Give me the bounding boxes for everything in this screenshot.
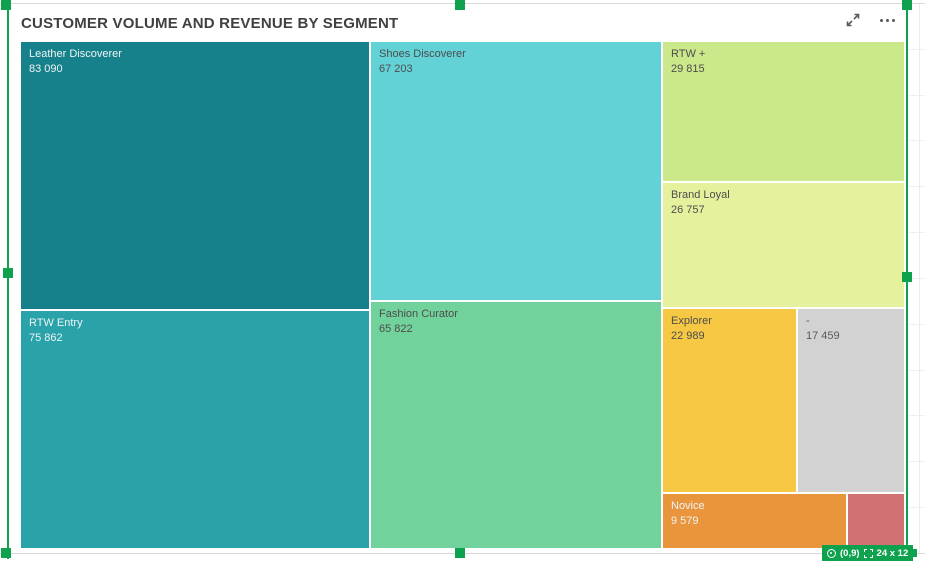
treemap-cell-leather-discoverer[interactable]: Leather Discoverer 83 090 <box>21 42 369 309</box>
grid-position-badge: (0,9) 24 x 12 <box>822 545 914 561</box>
treemap-cell-label: Explorer <box>671 315 712 327</box>
treemap-cell-value: 9 579 <box>671 515 699 527</box>
treemap-cell-label: RTW + <box>671 48 706 60</box>
resize-handle-top-right[interactable] <box>902 0 912 10</box>
treemap-cell-value: 67 203 <box>379 63 413 75</box>
treemap-cell-novice[interactable]: Novice 9 579 <box>663 494 846 548</box>
sheet-grid-row-tick <box>909 232 925 233</box>
sheet-grid-row-tick <box>909 186 925 187</box>
sheet-grid-row-tick <box>909 507 925 508</box>
ellipsis-dots <box>879 18 895 22</box>
resize-handle-top-left[interactable] <box>1 0 11 10</box>
treemap-cell-value: 22 989 <box>671 330 705 342</box>
badge-position: (0,9) <box>840 547 860 559</box>
badge-size: 24 x 12 <box>876 547 909 559</box>
treemap-cell-value: 29 815 <box>671 63 705 75</box>
treemap-cell-value: 26 757 <box>671 204 705 216</box>
treemap-cell-dash[interactable]: - 17 459 <box>798 309 904 492</box>
treemap-cell-label: RTW Entry <box>29 317 83 329</box>
treemap-cell-rtw[interactable]: RTW + 29 815 <box>663 42 904 181</box>
treemap-cell-value: 65 822 <box>379 323 413 335</box>
selection-border-left <box>7 0 9 559</box>
resize-handle-top-center[interactable] <box>455 0 465 10</box>
sheet-grid-row-tick <box>909 95 925 96</box>
treemap-cell-fashion-curator[interactable]: Fashion Curator 65 822 <box>371 302 661 548</box>
treemap-cell-label: Fashion Curator <box>379 308 458 320</box>
resize-handle-mid-right[interactable] <box>902 272 912 282</box>
resize-handle-bottom-left[interactable] <box>1 548 11 558</box>
sheet-grid-row-tick <box>909 324 925 325</box>
treemap-cell-unlabeled[interactable] <box>848 494 904 548</box>
treemap-cell-explorer[interactable]: Explorer 22 989 <box>663 309 796 492</box>
chart-object-header: CUSTOMER VOLUME AND REVENUE BY SEGMENT <box>21 9 911 37</box>
sheet-grid-row-tick <box>909 415 925 416</box>
more-menu-icon[interactable] <box>877 10 897 30</box>
resize-handle-mid-left[interactable] <box>3 268 13 278</box>
treemap-cell-label: Brand Loyal <box>671 189 730 201</box>
treemap-cell-label: - <box>806 315 810 327</box>
treemap-cell-value: 83 090 <box>29 63 63 75</box>
sheet-grid-row-tick <box>909 140 925 141</box>
chart-title: CUSTOMER VOLUME AND REVENUE BY SEGMENT <box>21 14 399 32</box>
sheet-grid-row-tick <box>909 370 925 371</box>
size-icon <box>863 548 873 558</box>
sheet-grid-row-tick <box>909 278 925 279</box>
treemap-cell-label: Novice <box>671 500 705 512</box>
sheet-grid-row-tick <box>909 49 925 50</box>
treemap-cell-value: 17 459 <box>806 330 840 342</box>
treemap-cell-value: 75 862 <box>29 332 63 344</box>
chart-header-actions <box>843 10 897 30</box>
treemap-cell-rtw-entry[interactable]: RTW Entry 75 862 <box>21 311 369 548</box>
expand-icon[interactable] <box>843 10 863 30</box>
sheet-grid-row-tick <box>909 461 925 462</box>
treemap-cell-label: Shoes Discoverer <box>379 48 466 60</box>
treemap-cell-shoes-discoverer[interactable]: Shoes Discoverer 67 203 <box>371 42 661 300</box>
treemap-cell-label: Leather Discoverer <box>29 48 122 60</box>
treemap-cell-brand-loyal[interactable]: Brand Loyal 26 757 <box>663 183 904 307</box>
position-icon <box>827 548 836 558</box>
resize-handle-bottom-center[interactable] <box>455 548 465 558</box>
